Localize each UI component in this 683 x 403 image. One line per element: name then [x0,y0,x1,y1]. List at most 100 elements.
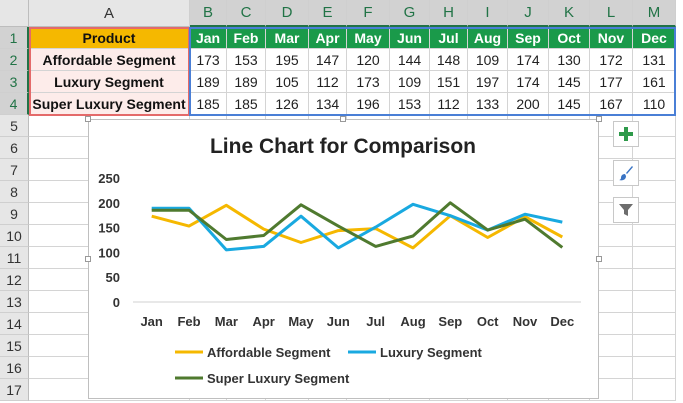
value-cell[interactable]: 200 [508,93,549,115]
chart-resize-handle-tm[interactable] [340,116,346,122]
empty-cell[interactable] [590,357,633,379]
product-cell[interactable]: Affordable Segment [29,49,190,71]
product-cell[interactable]: Super Luxury Segment [29,93,190,115]
value-cell[interactable]: 120 [347,49,390,71]
chart-resize-handle-mr[interactable] [596,256,602,262]
value-cell[interactable]: 161 [633,71,676,93]
header-cell-month[interactable]: Jan [190,27,227,49]
empty-cell[interactable] [633,335,676,357]
value-cell[interactable]: 173 [347,71,390,93]
value-cell[interactable]: 145 [549,71,590,93]
row-header-10[interactable]: 10 [0,225,29,247]
header-cell-month[interactable]: Nov [590,27,633,49]
value-cell[interactable]: 134 [309,93,347,115]
row-header-7[interactable]: 7 [0,159,29,181]
line-chart[interactable]: Line Chart for Comparison 0 50 100 150 200 250… [88,119,599,399]
header-cell-product[interactable]: Product [29,27,190,49]
product-cell[interactable]: Luxury Segment [29,71,190,93]
row-header-14[interactable]: 14 [0,313,29,335]
row-header-4[interactable]: 4 [0,93,29,115]
header-cell-month[interactable]: Apr [309,27,347,49]
column-header-b[interactable]: B [190,0,227,27]
chart-filters-button[interactable] [613,197,639,223]
column-header-a[interactable]: A [29,0,190,27]
value-cell[interactable]: 177 [590,71,633,93]
empty-cell[interactable] [633,203,676,225]
value-cell[interactable]: 174 [508,49,549,71]
empty-cell[interactable] [590,225,633,247]
chart-resize-handle-tl[interactable] [85,116,91,122]
header-cell-month[interactable]: Mar [266,27,309,49]
value-cell[interactable]: 174 [508,71,549,93]
value-cell[interactable]: 151 [430,71,468,93]
value-cell[interactable]: 147 [309,49,347,71]
value-cell[interactable]: 112 [430,93,468,115]
empty-cell[interactable] [590,269,633,291]
value-cell[interactable]: 185 [227,93,266,115]
empty-cell[interactable] [633,357,676,379]
row-header-13[interactable]: 13 [0,291,29,313]
empty-cell[interactable] [590,247,633,269]
empty-cell[interactable] [633,247,676,269]
value-cell[interactable]: 130 [549,49,590,71]
column-header-k[interactable]: K [549,0,590,27]
empty-cell[interactable] [590,313,633,335]
value-cell[interactable]: 109 [468,49,508,71]
row-header-8[interactable]: 8 [0,181,29,203]
column-header-e[interactable]: E [309,0,347,27]
header-cell-month[interactable]: Jul [430,27,468,49]
column-header-f[interactable]: F [347,0,390,27]
row-header-12[interactable]: 12 [0,269,29,291]
value-cell[interactable]: 195 [266,49,309,71]
column-header-l[interactable]: L [590,0,633,27]
row-header-11[interactable]: 11 [0,247,29,269]
column-header-g[interactable]: G [390,0,430,27]
row-header-5[interactable]: 5 [0,115,29,137]
row-header-9[interactable]: 9 [0,203,29,225]
header-cell-month[interactable]: Jun [390,27,430,49]
chart-styles-button[interactable] [613,160,639,186]
value-cell[interactable]: 197 [468,71,508,93]
header-cell-month[interactable]: May [347,27,390,49]
empty-cell[interactable] [633,269,676,291]
column-header-m[interactable]: M [633,0,676,27]
empty-cell[interactable] [633,159,676,181]
value-cell[interactable]: 153 [227,49,266,71]
column-header-d[interactable]: D [266,0,309,27]
empty-cell[interactable] [633,379,676,401]
header-cell-month[interactable]: Sep [508,27,549,49]
header-cell-month[interactable]: Oct [549,27,590,49]
column-header-c[interactable]: C [227,0,266,27]
row-header-1[interactable]: 1 [0,27,29,49]
value-cell[interactable]: 105 [266,71,309,93]
header-cell-month[interactable]: Feb [227,27,266,49]
row-header-16[interactable]: 16 [0,357,29,379]
value-cell[interactable]: 109 [390,71,430,93]
row-header-3[interactable]: 3 [0,71,29,93]
empty-cell[interactable] [633,291,676,313]
row-header-6[interactable]: 6 [0,137,29,159]
empty-cell[interactable] [633,313,676,335]
value-cell[interactable]: 110 [633,93,676,115]
value-cell[interactable]: 189 [190,71,227,93]
header-cell-month[interactable]: Aug [468,27,508,49]
value-cell[interactable]: 167 [590,93,633,115]
chart-elements-button[interactable] [613,121,639,147]
row-header-2[interactable]: 2 [0,49,29,71]
value-cell[interactable]: 173 [190,49,227,71]
value-cell[interactable]: 189 [227,71,266,93]
value-cell[interactable]: 153 [390,93,430,115]
chart-resize-handle-tr[interactable] [596,116,602,122]
value-cell[interactable]: 196 [347,93,390,115]
chart-resize-handle-ml[interactable] [85,256,91,262]
column-header-h[interactable]: H [430,0,468,27]
empty-cell[interactable] [633,137,676,159]
header-cell-month[interactable]: Dec [633,27,676,49]
empty-cell[interactable] [633,225,676,247]
row-header-17[interactable]: 17 [0,379,29,401]
column-header-i[interactable]: I [468,0,508,27]
empty-cell[interactable] [633,181,676,203]
row-header-15[interactable]: 15 [0,335,29,357]
value-cell[interactable]: 112 [309,71,347,93]
column-header-j[interactable]: J [508,0,549,27]
